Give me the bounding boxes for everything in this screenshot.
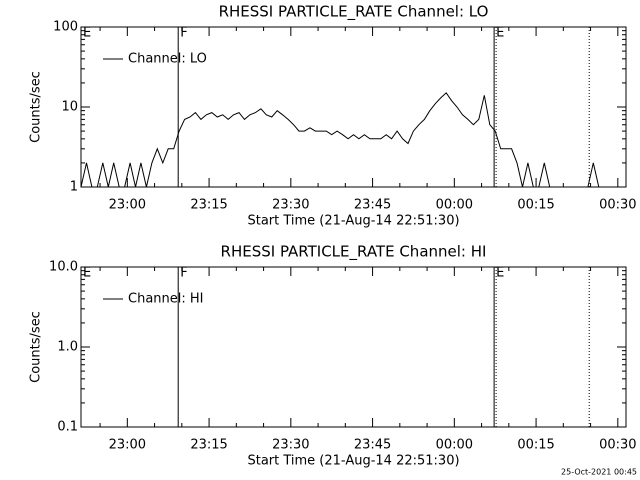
y-tick-label: 10.0 — [49, 260, 78, 275]
x-tick-label: 23:00 — [109, 198, 146, 213]
x-tick-label: 23:30 — [272, 438, 309, 453]
y-axis-label: Counts/sec — [29, 71, 44, 143]
x-tick-label: 23:15 — [190, 198, 227, 213]
y-tick-label: 0.1 — [57, 420, 78, 435]
y-tick-label: 10 — [61, 100, 78, 115]
x-tick-label: 00:15 — [517, 438, 554, 453]
data-line — [80, 92, 621, 188]
x-tick-label: 00:30 — [599, 438, 636, 453]
event-label: E — [83, 26, 91, 41]
y-tick-label: 100 — [53, 20, 78, 35]
event-label: F — [180, 26, 187, 41]
x-tick-label: 23:15 — [190, 438, 227, 453]
x-tick-label: 00:00 — [436, 438, 473, 453]
x-tick-label: 23:00 — [109, 438, 146, 453]
x-tick-label: 23:45 — [354, 438, 391, 453]
y-tick-label: 1.0 — [57, 340, 78, 355]
chart-title: RHESSI PARTICLE_RATE Channel: LO — [219, 3, 489, 22]
x-tick-label: 23:45 — [354, 198, 391, 213]
x-tick-label: 23:30 — [272, 198, 309, 213]
x-tick-label: 00:30 — [599, 198, 636, 213]
x-axis-label: Start Time (21-Aug-14 22:51:30) — [247, 214, 459, 229]
chart-title: RHESSI PARTICLE_RATE Channel: HI — [221, 243, 487, 262]
event-label: E — [83, 266, 91, 281]
y-tick-label: 1 — [70, 180, 78, 195]
event-label: E — [496, 266, 504, 281]
x-tick-label: 00:00 — [436, 198, 473, 213]
x-axis-label: Start Time (21-Aug-14 22:51:30) — [247, 454, 459, 469]
y-axis-label: Counts/sec — [29, 311, 44, 383]
event-label: E — [496, 26, 504, 41]
x-tick-label: 00:15 — [517, 198, 554, 213]
footer: 25-Oct-2021 00:45 — [561, 468, 637, 477]
legend-label: Channel: LO — [128, 52, 207, 67]
event-label: F — [180, 266, 187, 281]
legend-label: Channel: HI — [128, 292, 204, 307]
